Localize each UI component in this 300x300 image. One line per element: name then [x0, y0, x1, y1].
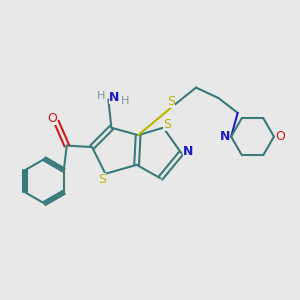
Text: S: S [163, 118, 171, 131]
Text: H: H [121, 96, 129, 106]
Text: H: H [97, 91, 105, 101]
Text: N: N [109, 91, 119, 103]
Text: N: N [183, 145, 193, 158]
Text: O: O [47, 112, 57, 125]
Text: S: S [167, 95, 175, 108]
Text: S: S [98, 172, 106, 186]
Text: N: N [220, 130, 230, 143]
Text: O: O [275, 130, 285, 143]
